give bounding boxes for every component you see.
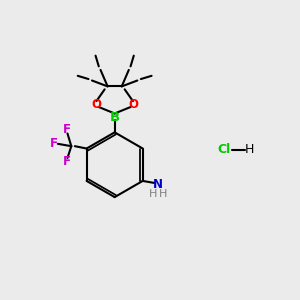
Text: B: B: [110, 110, 120, 124]
Text: F: F: [50, 137, 58, 150]
Text: H: H: [159, 189, 167, 199]
Text: H: H: [245, 143, 254, 157]
Text: O: O: [128, 98, 138, 111]
Text: F: F: [63, 155, 71, 168]
Text: Cl: Cl: [217, 143, 230, 157]
Text: N: N: [153, 178, 163, 191]
Text: F: F: [63, 124, 71, 136]
Text: O: O: [92, 98, 101, 111]
Text: H: H: [148, 189, 157, 199]
